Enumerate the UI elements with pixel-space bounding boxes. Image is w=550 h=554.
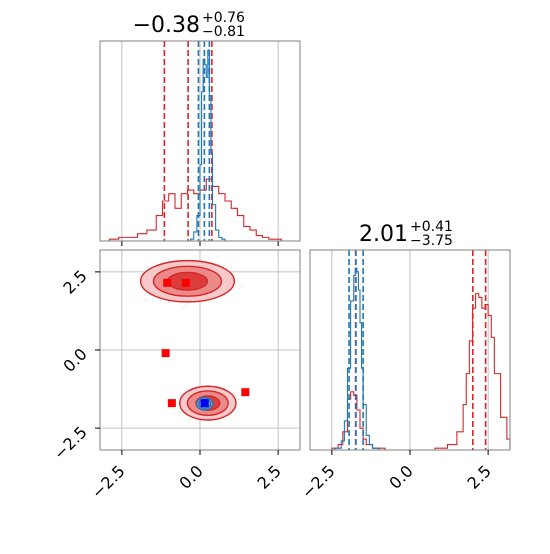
- p1-title-sub: −0.81: [202, 24, 245, 40]
- red-truth-marker: [241, 388, 250, 397]
- red-sample-point: [167, 301, 170, 304]
- p2-title-sup: +0.41: [410, 219, 453, 235]
- p1-histogram-panel: [99, 40, 301, 246]
- p2-title-sub: −3.75: [410, 233, 453, 249]
- red-sample-point: [180, 307, 183, 309]
- p2-title: 2.01: [359, 222, 408, 247]
- red-truth-marker: [181, 278, 190, 287]
- blue-truth-marker: [200, 399, 209, 408]
- red-p2-histogram: [331, 293, 511, 451]
- red-sample-point: [184, 305, 187, 308]
- red-sample-point: [237, 398, 240, 401]
- red-sample-point: [188, 420, 190, 422]
- red-truth-marker: [161, 349, 170, 358]
- red-sample-point: [217, 255, 219, 258]
- joint-plot-content: [100, 250, 300, 450]
- red-sample-point: [173, 407, 176, 410]
- red-p1-histogram: [108, 178, 282, 241]
- red-sample-point: [233, 392, 236, 395]
- red-sample-point: [145, 300, 147, 303]
- red-truth-marker: [167, 399, 176, 408]
- red-sample-point: [178, 411, 180, 414]
- p1-title: −0.38: [133, 13, 200, 38]
- p1-frame: [99, 40, 301, 242]
- blue-p2-histogram: [334, 267, 382, 451]
- p1-title-sup: +0.76: [202, 10, 245, 26]
- blue-p1-histogram: [190, 49, 226, 241]
- red-sample-point: [240, 285, 243, 288]
- red-truth-marker: [163, 278, 172, 287]
